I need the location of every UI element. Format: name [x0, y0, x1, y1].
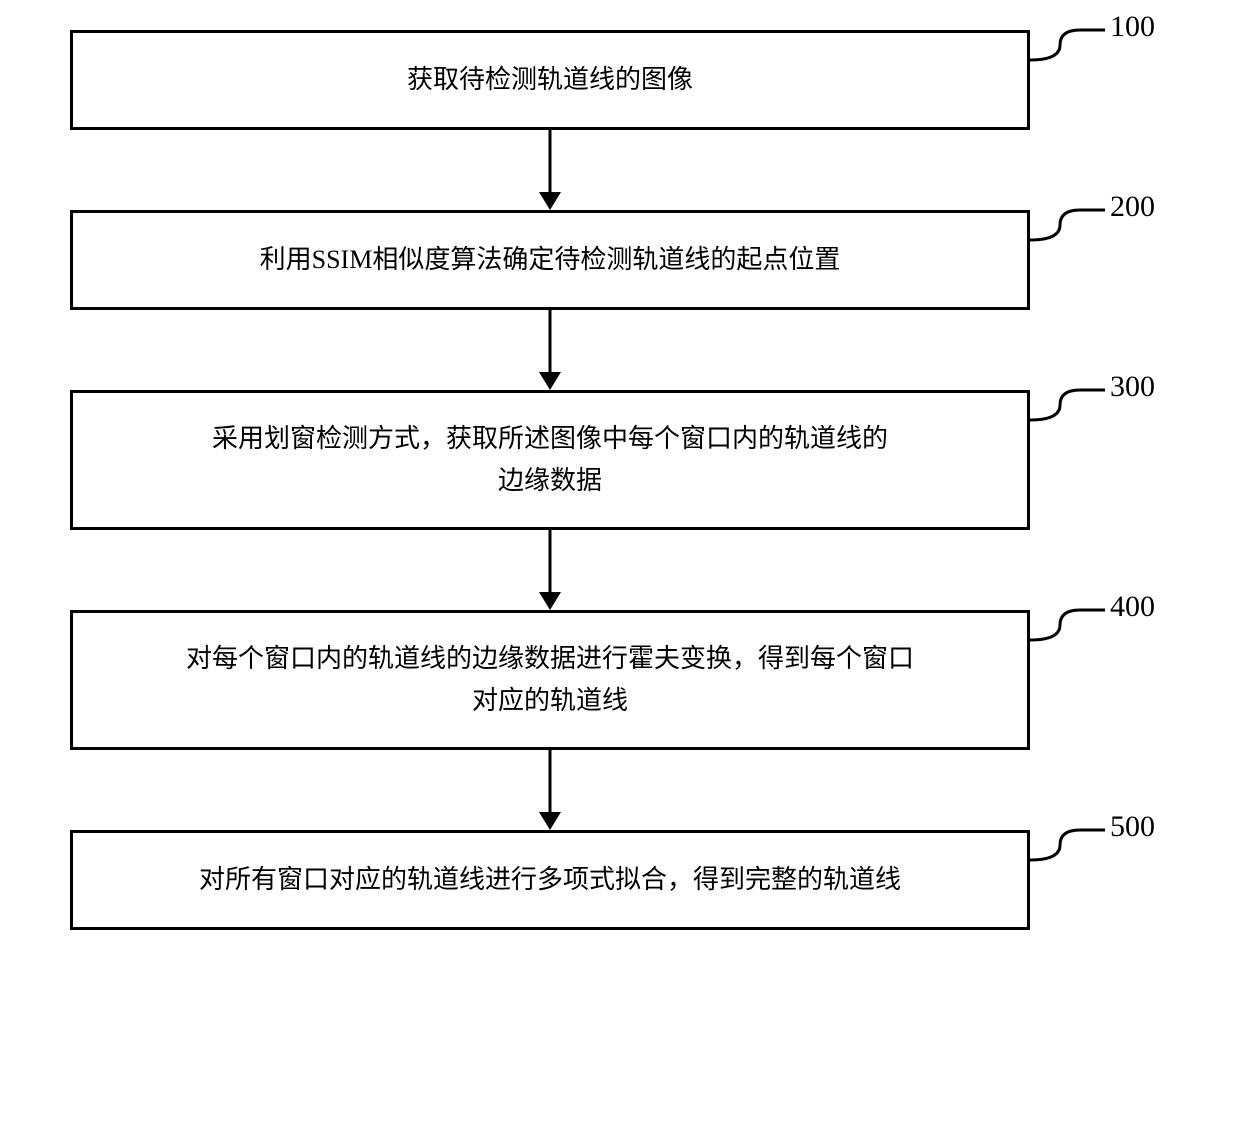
- step-label: 400: [1110, 590, 1155, 624]
- step-box-200: 利用SSIM相似度算法确定待检测轨道线的起点位置: [70, 210, 1030, 310]
- flowchart-container: 获取待检测轨道线的图像 100 利用SSIM相似度算法确定待检测轨道线的起点位置…: [70, 30, 1170, 930]
- step-row: 利用SSIM相似度算法确定待检测轨道线的起点位置 200: [70, 210, 1170, 310]
- step-text: 对所有窗口对应的轨道线进行多项式拟合，得到完整的轨道线: [199, 859, 901, 901]
- step-text: 获取待检测轨道线的图像: [407, 59, 693, 101]
- step-box-300: 采用划窗检测方式，获取所述图像中每个窗口内的轨道线的边缘数据: [70, 390, 1030, 530]
- step-text: 对每个窗口内的轨道线的边缘数据进行霍夫变换，得到每个窗口对应的轨道线: [186, 638, 914, 721]
- step-label: 300: [1110, 370, 1155, 404]
- arrow-container: [70, 750, 1030, 830]
- step-label: 100: [1110, 10, 1155, 44]
- step-box-500: 对所有窗口对应的轨道线进行多项式拟合，得到完整的轨道线: [70, 830, 1030, 930]
- arrow-down-icon: [538, 310, 562, 390]
- arrow-container: [70, 310, 1030, 390]
- step-row: 采用划窗检测方式，获取所述图像中每个窗口内的轨道线的边缘数据 300: [70, 390, 1170, 530]
- step-row: 对每个窗口内的轨道线的边缘数据进行霍夫变换，得到每个窗口对应的轨道线 400: [70, 610, 1170, 750]
- step-text: 利用SSIM相似度算法确定待检测轨道线的起点位置: [260, 239, 841, 281]
- step-box-400: 对每个窗口内的轨道线的边缘数据进行霍夫变换，得到每个窗口对应的轨道线: [70, 610, 1030, 750]
- arrow-down-icon: [538, 750, 562, 830]
- step-box-100: 获取待检测轨道线的图像: [70, 30, 1030, 130]
- step-row: 对所有窗口对应的轨道线进行多项式拟合，得到完整的轨道线 500: [70, 830, 1170, 930]
- arrow-container: [70, 530, 1030, 610]
- arrow-container: [70, 130, 1030, 210]
- step-label: 500: [1110, 810, 1155, 844]
- step-label: 200: [1110, 190, 1155, 224]
- arrow-down-icon: [538, 130, 562, 210]
- step-row: 获取待检测轨道线的图像 100: [70, 30, 1170, 130]
- step-text: 采用划窗检测方式，获取所述图像中每个窗口内的轨道线的边缘数据: [212, 418, 888, 501]
- arrow-down-icon: [538, 530, 562, 610]
